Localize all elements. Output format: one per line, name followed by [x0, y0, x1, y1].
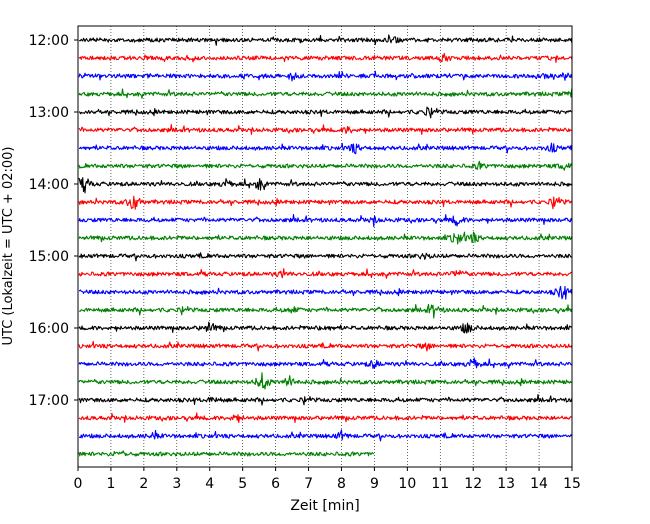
- x-tick-label: 4: [205, 476, 214, 492]
- y-tick-label: 13:00: [29, 105, 69, 121]
- x-tick-label: 9: [370, 476, 379, 492]
- trace-line: [78, 106, 572, 119]
- trace-line: [78, 357, 573, 369]
- x-tick-label: 0: [74, 476, 83, 492]
- y-tick-label: 16:00: [29, 321, 69, 337]
- x-tick-label: 10: [398, 476, 416, 492]
- x-tick-label: 1: [106, 476, 115, 492]
- y-tick-label: 17:00: [29, 393, 69, 409]
- trace-line: [78, 268, 572, 279]
- trace-line: [78, 252, 572, 262]
- trace-line: [78, 303, 573, 319]
- y-tick-label: 12:00: [29, 33, 69, 49]
- x-tick-label: 15: [563, 476, 581, 492]
- trace-line: [78, 285, 573, 300]
- trace-line: [78, 124, 572, 135]
- x-tick-label: 14: [530, 476, 548, 492]
- trace-line: [78, 412, 572, 424]
- trace-line: [78, 142, 573, 155]
- trace-line: [78, 214, 573, 228]
- x-axis-ticks: 0 1 2 3 4 5 6 7 8 9 10 11 12 13 14 15: [74, 467, 581, 492]
- trace-line: [78, 160, 573, 171]
- trace-line: [78, 429, 573, 442]
- trace-line: [78, 231, 573, 245]
- x-tick-label: 11: [431, 476, 449, 492]
- trace-line: [78, 321, 572, 334]
- x-tick-label: 6: [271, 476, 280, 492]
- trace-line: [78, 450, 375, 457]
- trace-line: [78, 394, 573, 406]
- trace-line: [78, 177, 573, 194]
- x-tick-label: 13: [497, 476, 515, 492]
- trace-line: [78, 70, 573, 82]
- y-axis-label: UTC (Lokalzeit = UTC + 02:00): [1, 147, 16, 346]
- trace-line: [78, 195, 573, 210]
- y-axis-ticks: 12:00 13:00 14:00 15:00 16:00 17:00: [29, 33, 78, 409]
- trace-line: [78, 340, 573, 352]
- y-tick-label: 15:00: [29, 249, 69, 265]
- x-tick-label: 5: [238, 476, 247, 492]
- x-axis-label: Zeit [min]: [290, 498, 359, 514]
- plot-frame: [77, 25, 573, 468]
- x-tick-label: 8: [337, 476, 346, 492]
- trace-line: [78, 372, 572, 390]
- trace-line: [78, 52, 573, 63]
- x-tick-label: 7: [304, 476, 313, 492]
- x-tick-label: 2: [139, 476, 148, 492]
- trace-layer: [78, 34, 573, 457]
- y-tick-label: 14:00: [29, 177, 69, 193]
- trace-line: [78, 88, 573, 99]
- x-tick-label: 12: [464, 476, 482, 492]
- x-tick-label: 3: [172, 476, 181, 492]
- trace-line: [78, 34, 573, 46]
